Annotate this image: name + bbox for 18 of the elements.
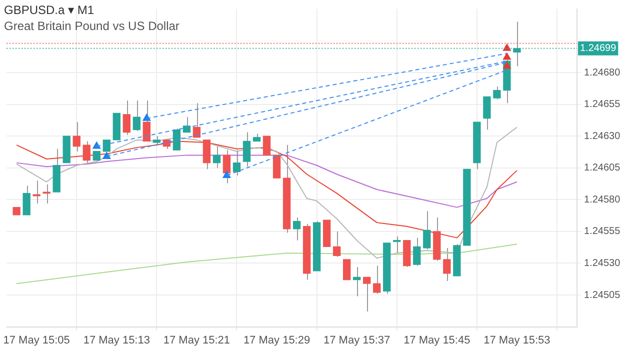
y-tick-label: 1.24580 [584,194,621,206]
x-tick-label: 17 May 15:05 [3,334,70,346]
y-tick-label: 1.24530 [584,258,621,269]
chart-title: GBPUSD.a ▾ M1 [4,3,94,18]
y-tick-label: 1.24655 [584,99,621,110]
ref-line-label: 1.24699 [580,43,617,54]
y-tick-label: 1.24505 [584,290,621,301]
x-tick-label: 17 May 15:13 [83,334,150,346]
y-tick-label: 1.24680 [584,67,621,78]
x-tick-label: 17 May 15:37 [324,334,390,346]
x-tick-label: 17 May 15:29 [243,334,310,346]
y-tick-label: 1.24605 [584,162,621,174]
x-tick-label: 17 May 15:53 [484,334,550,346]
text: Great Britain Pound vs US Dollar [4,19,180,34]
y-tick-label: 1.24555 [584,226,621,238]
x-tick-label: 17 May 15:45 [404,334,470,346]
y-tick-label: 1.24630 [584,130,621,142]
x-tick-label: 17 May 15:21 [163,334,230,346]
